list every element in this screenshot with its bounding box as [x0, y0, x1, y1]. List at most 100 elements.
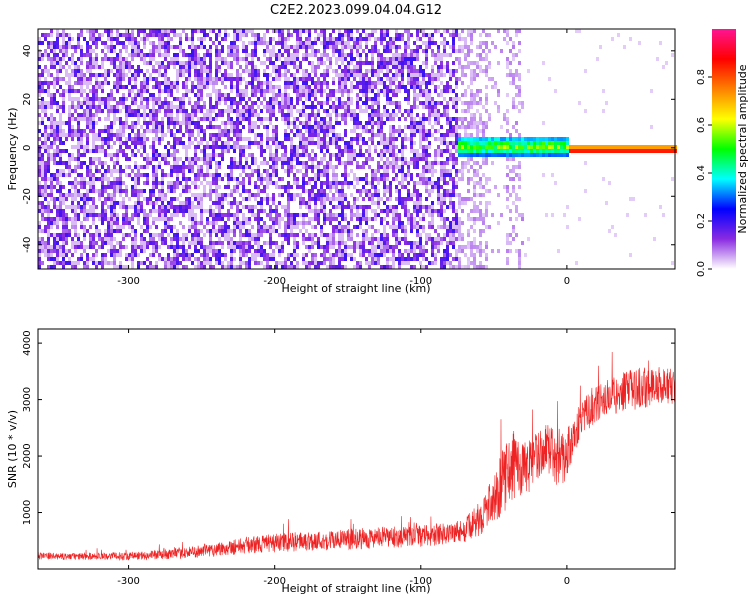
heatmap-cell [185, 93, 188, 97]
heatmap-cell [233, 77, 236, 81]
heatmap-cell [221, 37, 224, 41]
heatmap-cell [344, 29, 347, 33]
heatmap-cell [338, 261, 341, 265]
heatmap-cell [347, 73, 350, 77]
heatmap-cell [221, 141, 224, 145]
heatmap-cell [53, 257, 56, 261]
heatmap-cell [92, 205, 95, 209]
heatmap-cell [38, 205, 41, 209]
heatmap-cell [164, 73, 167, 77]
heatmap-cell [278, 101, 281, 105]
heatmap-cell [368, 217, 371, 221]
heatmap-cell [101, 49, 104, 53]
heatmap-cell [119, 181, 122, 185]
heatmap-cell [323, 69, 326, 73]
heatmap-cell [77, 217, 80, 221]
heatmap-cell [254, 193, 257, 197]
heatmap-cell [59, 189, 62, 193]
heatmap-cell [143, 37, 146, 41]
heatmap-cell [389, 145, 392, 149]
heatmap-cell [62, 173, 65, 177]
heatmap-cell [332, 185, 335, 189]
heatmap-cell [416, 157, 419, 161]
heatmap-cell [140, 209, 143, 213]
heatmap-cell [113, 177, 116, 181]
heatmap-cell [59, 185, 62, 189]
heatmap-cell [359, 221, 362, 225]
heatmap-cell [47, 145, 50, 149]
heatmap-cell [209, 69, 212, 73]
heatmap-cell [365, 77, 368, 81]
heatmap-cell [86, 117, 89, 121]
heatmap-cell [119, 253, 122, 257]
heatmap-cell [296, 41, 299, 45]
heatmap-cell [404, 161, 407, 165]
heatmap-cell [107, 153, 110, 157]
heatmap-cell [86, 53, 89, 57]
heatmap-cell [95, 41, 98, 45]
heatmap-cell [266, 137, 269, 141]
heatmap-cell [41, 245, 44, 249]
heatmap-cell [53, 41, 56, 45]
heatmap-cell [278, 213, 281, 217]
heatmap-cell [236, 209, 239, 213]
heatmap-cell [332, 49, 335, 53]
heatmap-cell [125, 45, 128, 49]
heatmap-cell [257, 221, 260, 225]
heatmap-cell [62, 41, 65, 45]
heatmap-cell [41, 101, 44, 105]
heatmap-cell [293, 225, 296, 229]
heatmap-cell [164, 97, 167, 101]
heatmap-cell [155, 149, 158, 153]
heatmap-cell [413, 81, 416, 85]
heatmap-cell [164, 45, 167, 49]
heatmap-cell [170, 121, 173, 125]
heatmap-cell [236, 49, 239, 53]
heatmap-cell [38, 249, 41, 253]
heatmap-cell [152, 201, 155, 205]
heatmap-cell [281, 185, 284, 189]
heatmap-cell [263, 93, 266, 97]
heatmap-cell [299, 141, 302, 145]
heatmap-cell [167, 81, 170, 85]
heatmap-cell [164, 81, 167, 85]
heatmap-cell [356, 265, 359, 269]
heatmap-cell [401, 197, 404, 201]
heatmap-cell [215, 49, 218, 53]
heatmap-cell [113, 245, 116, 249]
heatmap-cell [152, 169, 155, 173]
heatmap-cell [392, 73, 395, 77]
heatmap-cell [338, 133, 341, 137]
heatmap-cell [275, 209, 278, 213]
heatmap-cell [392, 157, 395, 161]
heatmap-cell [95, 177, 98, 181]
heatmap-cell [257, 201, 260, 205]
heatmap-cell [134, 173, 137, 177]
heatmap-cell [176, 229, 179, 233]
heatmap-cell [50, 173, 53, 177]
heatmap-cell [38, 77, 41, 81]
heatmap-cell [344, 161, 347, 165]
heatmap-cell [323, 189, 326, 193]
heatmap-cell [236, 213, 239, 217]
heatmap-cell [71, 97, 74, 101]
heatmap-cell [320, 125, 323, 129]
heatmap-cell [356, 233, 359, 237]
heatmap-cell [110, 169, 113, 173]
heatmap-cell [122, 153, 125, 157]
heatmap-cell [203, 113, 206, 117]
heatmap-cell [374, 97, 377, 101]
heatmap-cell [329, 89, 332, 93]
heatmap-cell [179, 129, 182, 133]
heatmap-cell [143, 209, 146, 213]
heatmap-cell [251, 237, 254, 241]
heatmap-cell [395, 229, 398, 233]
heatmap-cell [209, 113, 212, 117]
heatmap-cell [257, 97, 260, 101]
heatmap-cell [44, 225, 47, 229]
heatmap-cell [272, 45, 275, 49]
heatmap-cell [362, 249, 365, 253]
heatmap-cell [131, 241, 134, 245]
heatmap-cell [185, 113, 188, 117]
heatmap-cell [362, 213, 365, 217]
